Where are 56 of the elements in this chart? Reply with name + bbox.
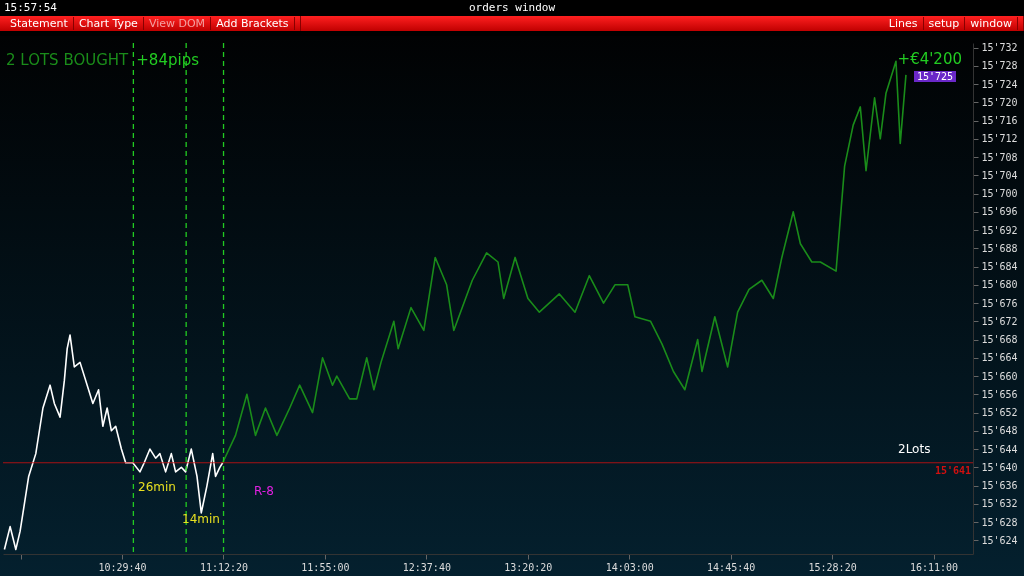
y-tick-label: 15'644 [981,443,1018,455]
annotation: 2Lots [898,442,931,456]
y-tick-label: 15'700 [981,188,1018,200]
text: 15:57:54 [4,0,57,16]
x-tick-label: 15:28:20 [808,561,857,573]
x-tick-label: 14:45:40 [707,561,756,573]
ref-line-label: 15'641 [934,464,971,476]
y-tick-label: 15'640 [981,461,1018,473]
y-tick-label: 15'624 [981,534,1018,546]
text: Lines [883,17,924,30]
y-tick-label: 15'672 [981,315,1018,327]
x-tick-label: 14:03:00 [605,561,654,573]
annotation: 15'725 [914,71,957,82]
annotation: 14min [182,512,220,526]
y-tick-label: 15'668 [981,334,1018,346]
line-series [3,334,224,551]
x-tick-label: 10:29:40 [98,561,147,573]
y-tick-label: 15'652 [981,407,1018,419]
y-tick-label: 15'724 [981,78,1018,90]
y-tick-label: 15'696 [981,206,1018,218]
y-tick-label: 15'676 [981,297,1018,309]
y-tick-label: 15'628 [981,516,1018,528]
y-tick-label: 15'688 [981,242,1018,254]
annotation: +84pips [136,51,199,69]
y-tick-label: 15'728 [981,60,1018,72]
annotation: 2 LOTS BOUGHT [6,51,129,69]
y-tick-label: 15'632 [981,498,1018,510]
y-tick-label: 15'732 [981,42,1018,54]
annotation: R-8 [254,484,274,498]
text: window [965,17,1018,30]
y-tick-label: 15'680 [981,279,1018,291]
y-tick-label: 15'636 [981,480,1018,492]
y-tick-label: 15'716 [981,115,1018,127]
y-tick-label: 15'684 [981,261,1018,273]
y-tick-label: 15'664 [981,352,1018,364]
text: View DOM [143,17,212,30]
text: Add Brackets [211,17,295,30]
annotation: +€4'200 [897,50,962,68]
x-tick-label: 16:11:00 [909,561,959,573]
text: setup [923,17,966,30]
x-tick-label: 11:55:00 [301,561,350,573]
text: Chart Type [73,17,144,30]
chart-title: orders window [468,1,556,14]
y-tick-label: 15'656 [981,388,1018,400]
x-tick-label: 13:20:20 [504,561,553,573]
y-tick-label: 15'712 [981,133,1018,145]
text: Statement [5,17,74,30]
y-tick-label: 15'660 [981,370,1018,382]
annotation: 26min [138,480,176,494]
y-tick-label: 15'648 [981,425,1018,437]
y-tick-label: 15'720 [981,96,1018,108]
x-tick-label: 12:37:40 [402,561,451,573]
y-tick-label: 15'708 [981,151,1018,163]
y-tick-label: 15'692 [981,224,1018,236]
y-tick-label: 15'704 [981,169,1018,181]
x-tick-label: 11:12:20 [199,561,249,573]
